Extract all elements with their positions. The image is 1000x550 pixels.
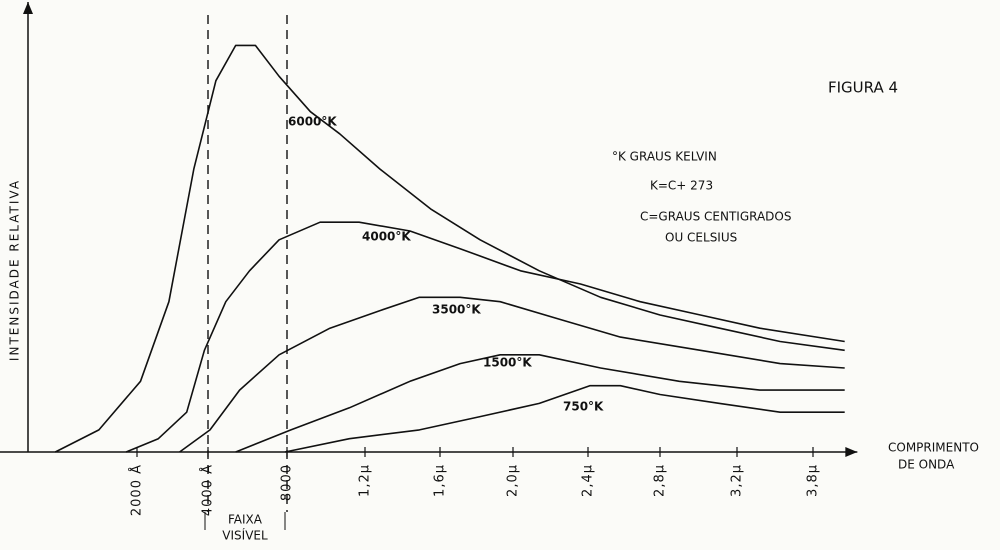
x-axis-label: COMPRIMENTO	[888, 441, 979, 455]
x-tick-label: 2,4µ	[581, 464, 596, 497]
y-axis-label: INTENSIDADE RELATIVA	[8, 179, 22, 361]
curve	[235, 354, 845, 453]
curve	[125, 221, 845, 453]
x-tick-label: 8000	[280, 464, 295, 501]
x-tick-label: 2,0µ	[506, 464, 521, 497]
band-label: FAIXA	[228, 513, 263, 527]
x-axis-arrow	[845, 447, 858, 457]
curve-label: 4000°K	[362, 230, 411, 244]
curve-label: 3500°K	[432, 303, 481, 317]
curve	[179, 296, 845, 453]
annotation: OU CELSIUS	[665, 231, 737, 245]
curve-label: 6000°K	[288, 115, 337, 129]
x-tick-label: 3,8µ	[806, 464, 821, 497]
curve	[284, 384, 845, 453]
x-tick-label: 1,6µ	[433, 464, 448, 497]
curve-label: 750°K	[563, 400, 604, 414]
band-label: VISÍVEL	[222, 528, 268, 543]
y-axis-arrow	[23, 2, 33, 14]
chart-title: FIGURA 4	[828, 79, 898, 97]
annotation: C=GRAUS CENTIGRADOS	[640, 210, 791, 224]
x-tick-label: 1,2µ	[358, 464, 373, 497]
x-axis-label: DE ONDA	[898, 458, 955, 472]
x-tick-label: 3,2µ	[730, 464, 745, 497]
curve	[54, 44, 845, 453]
band-bracket	[204, 512, 286, 530]
annotation: °K GRAUS KELVIN	[612, 150, 717, 164]
x-tick-label: 4000 Å	[200, 464, 216, 516]
x-tick-label: 2000 Å	[129, 464, 145, 516]
curve-label: 1500°K	[483, 356, 532, 370]
x-tick-label: 2,8µ	[653, 464, 668, 497]
annotation: K=C+ 273	[650, 179, 713, 193]
